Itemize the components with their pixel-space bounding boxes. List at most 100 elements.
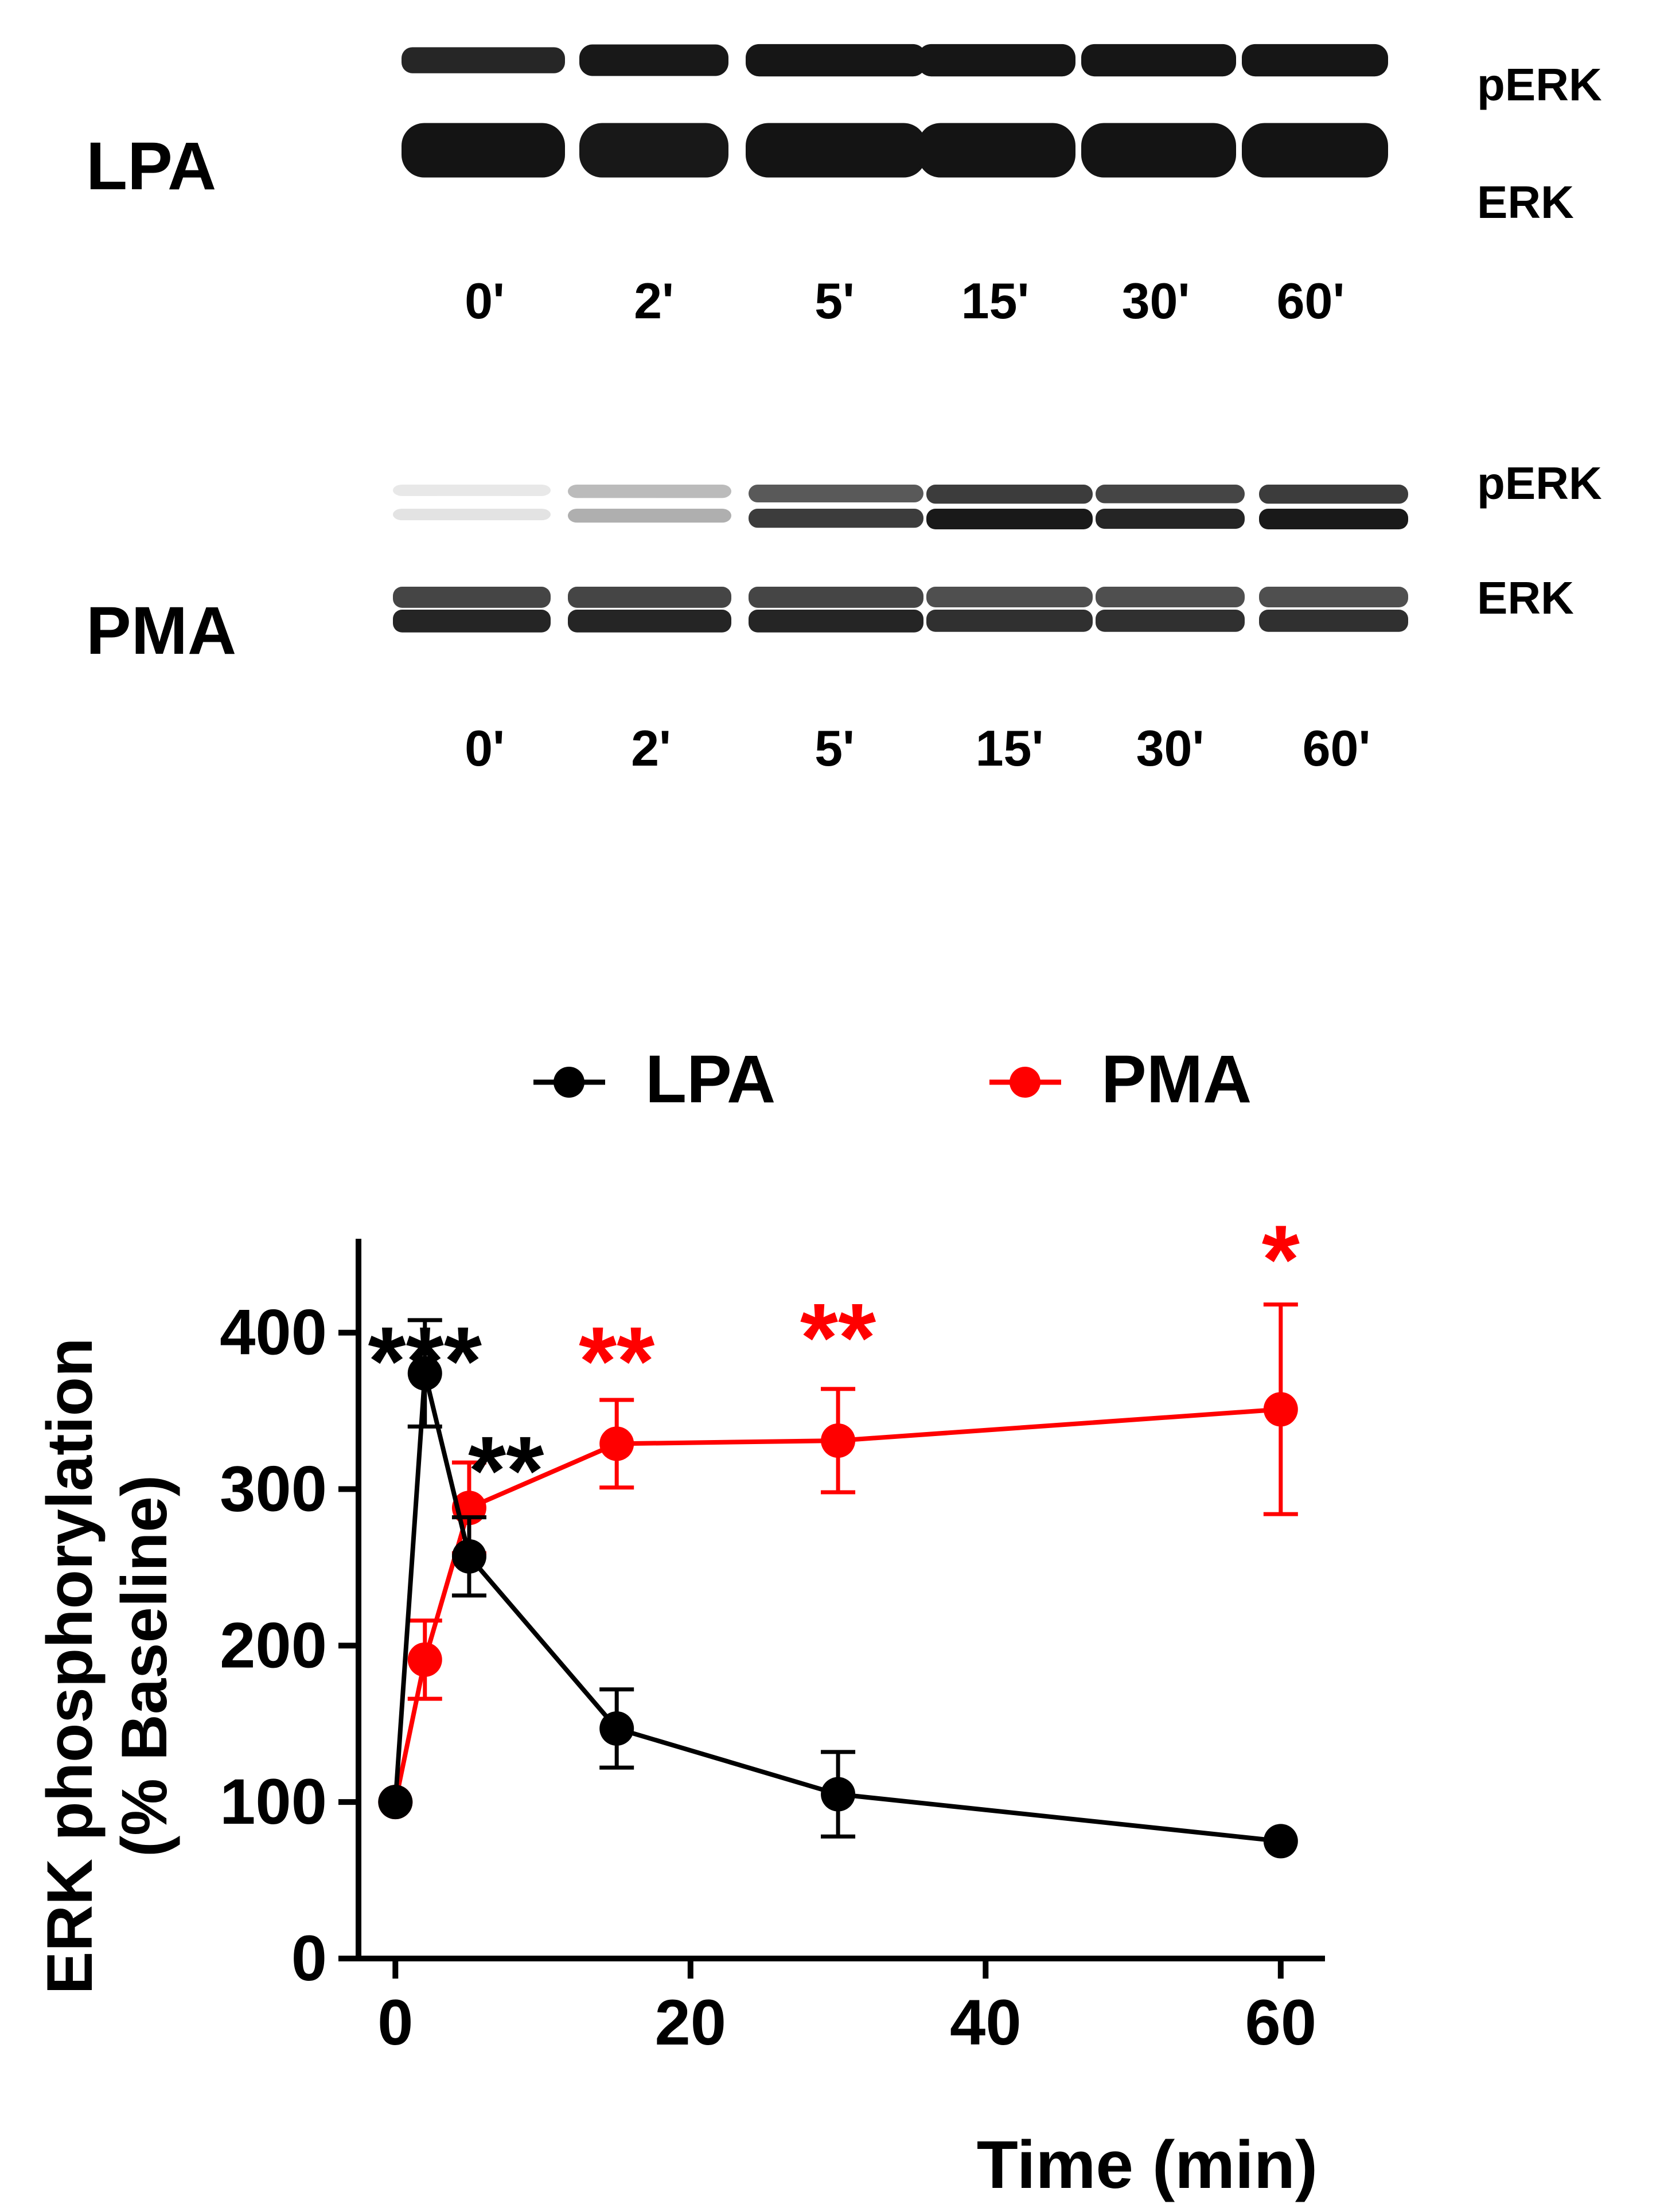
blot-band bbox=[926, 610, 1093, 632]
y-tick-label: 300 bbox=[220, 1453, 327, 1525]
series-lpa: ***** bbox=[368, 1307, 1298, 1859]
blot-band bbox=[579, 44, 728, 76]
x-tick-label: 60 bbox=[1245, 1987, 1317, 2058]
significance-label: ** bbox=[579, 1307, 654, 1416]
blot-band bbox=[1096, 587, 1245, 608]
y-tick-label: 200 bbox=[220, 1609, 327, 1681]
y-tick-label: 100 bbox=[220, 1766, 327, 1838]
data-point bbox=[407, 1356, 442, 1391]
blot-band bbox=[1081, 44, 1236, 77]
significance-label: ** bbox=[800, 1283, 876, 1392]
legend-item-lpa: LPA bbox=[533, 1041, 775, 1117]
blot-band bbox=[746, 44, 926, 77]
data-point bbox=[599, 1426, 634, 1461]
series-layer: ** ******** bbox=[368, 1206, 1300, 1859]
lane-label: 2' bbox=[631, 720, 671, 777]
blot-band bbox=[1242, 123, 1388, 178]
blot-band bbox=[1096, 610, 1245, 632]
data-point bbox=[1263, 1824, 1298, 1859]
blot-band bbox=[749, 587, 923, 608]
blot-panel-lpa: LPA pERK ERK 0' 2' 5' 15' 30' 60' bbox=[86, 44, 1602, 329]
blot-band bbox=[746, 123, 926, 178]
blot-band bbox=[926, 485, 1093, 504]
blot-treatment-label: LPA bbox=[86, 128, 216, 204]
lane-label: 15' bbox=[961, 272, 1030, 329]
blot-band bbox=[749, 509, 923, 528]
lane-label: 60' bbox=[1303, 720, 1371, 777]
data-point bbox=[1263, 1392, 1298, 1427]
lane-label: 15' bbox=[976, 720, 1044, 777]
legend: LPA PMA bbox=[533, 1041, 1252, 1117]
lane-label: 30' bbox=[1122, 272, 1190, 329]
legend-label: LPA bbox=[645, 1041, 775, 1117]
blot-bands bbox=[402, 44, 1388, 178]
blot-band bbox=[568, 587, 731, 608]
blot-band bbox=[1096, 509, 1245, 529]
y-axis-title-line2: (% Baseline) bbox=[108, 1475, 180, 1857]
blot-band bbox=[568, 485, 731, 498]
blot-row-label: ERK bbox=[1477, 572, 1574, 623]
blot-band bbox=[1081, 123, 1236, 178]
blot-band bbox=[1259, 587, 1408, 608]
lane-labels: 0' 2' 5' 15' 30' 60' bbox=[465, 272, 1344, 329]
x-tick-label: 40 bbox=[950, 1987, 1022, 2058]
blot-band bbox=[393, 509, 551, 521]
lane-label: 5' bbox=[814, 272, 855, 329]
significance-label: ** bbox=[468, 1417, 544, 1526]
blot-band bbox=[918, 123, 1075, 178]
legend-marker bbox=[554, 1067, 584, 1098]
blot-band bbox=[393, 610, 551, 633]
lane-label: 0' bbox=[465, 272, 505, 329]
legend-marker bbox=[1010, 1067, 1040, 1098]
blot-band bbox=[749, 610, 923, 633]
data-point bbox=[407, 1642, 442, 1677]
significance-label: *** bbox=[368, 1307, 482, 1416]
series-line bbox=[393, 1407, 1281, 1803]
blot-band bbox=[926, 509, 1093, 529]
axes: 0 100 200 300 400 0 20 40 60 bbox=[220, 1239, 1325, 2058]
blot-row-label: pERK bbox=[1477, 458, 1602, 509]
blot-band bbox=[402, 123, 565, 178]
blot-band bbox=[393, 587, 551, 608]
data-point bbox=[821, 1777, 856, 1812]
lane-labels: 0' 2' 5' 15' 30' 60' bbox=[465, 720, 1370, 777]
x-tick-label: 0 bbox=[377, 1987, 413, 2058]
x-tick-label: 20 bbox=[655, 1987, 727, 2058]
data-point bbox=[451, 1539, 486, 1574]
blot-treatment-label: PMA bbox=[86, 593, 236, 669]
blot-band bbox=[749, 485, 923, 503]
x-axis-title: Time (min) bbox=[977, 2127, 1318, 2203]
series-line bbox=[393, 1372, 1281, 1844]
data-point bbox=[821, 1423, 856, 1458]
blot-band bbox=[1259, 509, 1408, 529]
blot-band bbox=[926, 587, 1093, 608]
blot-row-label: pERK bbox=[1477, 59, 1602, 110]
lane-label: 5' bbox=[814, 720, 855, 777]
blot-row-label: ERK bbox=[1477, 177, 1574, 228]
data-point bbox=[599, 1711, 634, 1746]
blot-band bbox=[1242, 44, 1388, 77]
y-axis-title: ERK phosphorylation bbox=[34, 1338, 106, 1995]
y-tick-label: 400 bbox=[220, 1297, 327, 1368]
lane-label: 2' bbox=[634, 272, 674, 329]
blot-band bbox=[579, 123, 728, 178]
blot-band bbox=[1259, 485, 1408, 504]
significance-label: * bbox=[1262, 1206, 1300, 1314]
data-point bbox=[378, 1785, 413, 1820]
lane-label: 60' bbox=[1277, 272, 1345, 329]
legend-label: PMA bbox=[1101, 1041, 1252, 1117]
lane-label: 0' bbox=[465, 720, 505, 777]
blot-band bbox=[393, 485, 551, 496]
blot-band bbox=[568, 509, 731, 523]
lane-label: 30' bbox=[1136, 720, 1205, 777]
blot-band bbox=[918, 44, 1075, 77]
series-pma: ** *** bbox=[378, 1206, 1300, 1820]
blot-band bbox=[1096, 485, 1245, 504]
blot-bands bbox=[393, 485, 1408, 633]
blot-panel-pma: PMA pERK ERK 0' 2' 5' 15' 30' 60' bbox=[86, 458, 1602, 777]
y-tick-label: 0 bbox=[291, 1922, 327, 1994]
blot-band bbox=[568, 610, 731, 633]
blot-band bbox=[1259, 610, 1408, 632]
